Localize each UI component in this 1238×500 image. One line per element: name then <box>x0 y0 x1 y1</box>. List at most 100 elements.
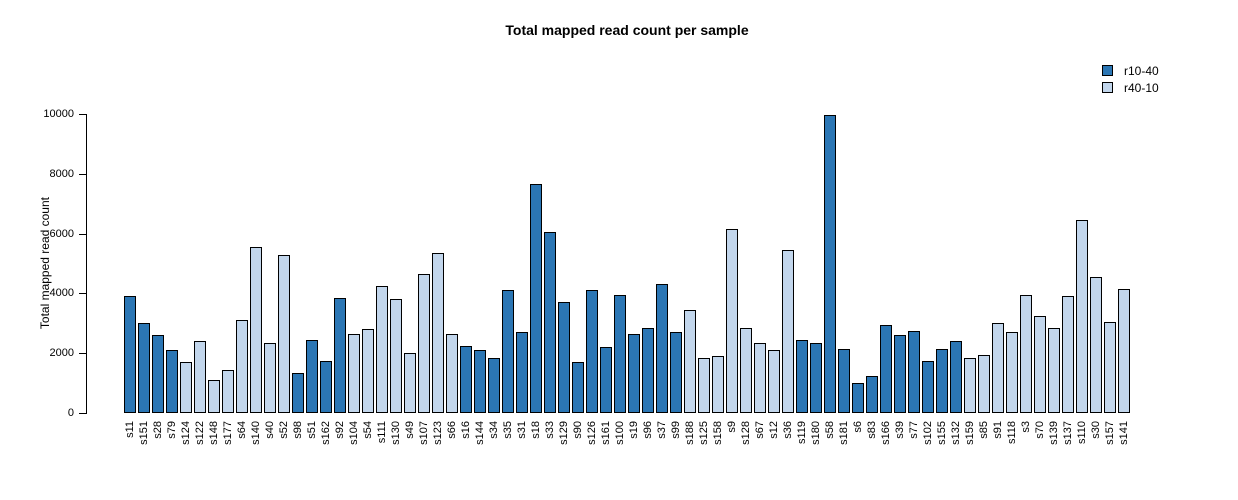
bar-slot <box>585 290 599 413</box>
bar-slot <box>1075 220 1089 413</box>
bar-s51 <box>306 340 318 413</box>
bar-slot <box>445 334 459 413</box>
bar-slot <box>277 255 291 413</box>
bar-s67 <box>754 343 766 413</box>
bar-slot <box>1061 296 1075 413</box>
x-label-s58: s58 <box>824 421 836 439</box>
legend-item-r10-40: r10-40 <box>1102 62 1159 79</box>
bar-slot <box>739 328 753 413</box>
x-label-s144: s144 <box>474 421 486 445</box>
bar-s36 <box>782 250 794 413</box>
x-label-s16: s16 <box>460 421 472 439</box>
bar-slot <box>123 296 137 413</box>
x-label-s140: s140 <box>250 421 262 445</box>
x-label-s177: s177 <box>222 421 234 445</box>
bar-s91 <box>992 323 1004 413</box>
y-axis-line <box>86 114 87 414</box>
bar-slot <box>697 358 711 413</box>
x-label-s51: s51 <box>306 421 318 439</box>
x-label-s107: s107 <box>418 421 430 445</box>
bar-s30 <box>1090 277 1102 413</box>
x-label-s6: s6 <box>852 421 864 433</box>
x-label-s39: s39 <box>894 421 906 439</box>
x-label-s49: s49 <box>404 421 416 439</box>
bar-s122 <box>194 341 206 413</box>
bar-s177 <box>222 370 234 413</box>
bar-s98 <box>292 373 304 413</box>
bar-slot <box>151 335 165 413</box>
bar-s111 <box>376 286 388 413</box>
bar-s54 <box>362 329 374 413</box>
bar-slot <box>515 332 529 413</box>
bar-s140 <box>250 247 262 413</box>
x-label-s18: s18 <box>530 421 542 439</box>
bar-slot <box>165 350 179 413</box>
x-label-s40: s40 <box>264 421 276 439</box>
bar-slot <box>291 373 305 413</box>
bar-s125 <box>698 358 710 413</box>
bar-s52 <box>278 255 290 413</box>
bar-s33 <box>544 232 556 413</box>
y-axis-title: Total mapped read count <box>38 197 52 330</box>
x-label-s130: s130 <box>390 421 402 445</box>
x-label-s30: s30 <box>1090 421 1102 439</box>
y-tick-label: 10000 <box>43 108 74 120</box>
bar-slot <box>683 310 697 413</box>
bar-slot <box>221 370 235 413</box>
bar-slot <box>1019 295 1033 413</box>
bar-slot <box>417 274 431 413</box>
bar-slot <box>935 349 949 413</box>
x-label-s124: s124 <box>180 421 192 445</box>
bar-slot <box>907 331 921 413</box>
x-label-s96: s96 <box>642 421 654 439</box>
bar-slot <box>193 341 207 413</box>
bar-slot <box>865 376 879 413</box>
bar-s92 <box>334 298 346 413</box>
x-label-s3: s3 <box>1020 421 1032 433</box>
x-label-s90: s90 <box>572 421 584 439</box>
x-label-s122: s122 <box>194 421 206 445</box>
bar-s124 <box>180 362 192 413</box>
bar-slot <box>893 335 907 413</box>
x-label-s19: s19 <box>628 421 640 439</box>
y-tick <box>79 293 87 294</box>
bar-slot <box>1047 328 1061 413</box>
plot-area <box>123 114 1131 413</box>
bar-s100 <box>614 295 626 413</box>
bar-s16 <box>460 346 472 413</box>
bar-s83 <box>866 376 878 413</box>
x-label-s33: s33 <box>544 421 556 439</box>
bar-slot <box>991 323 1005 413</box>
bar-s77 <box>908 331 920 413</box>
bar-s180 <box>810 343 822 413</box>
bar-s144 <box>474 350 486 413</box>
x-axis-labels: s11 s151 s28 s79 s124 s122 s148 s177 s64 s140 s40 s… <box>123 421 1131 471</box>
bar-s11 <box>124 296 136 413</box>
bar-slot <box>529 184 543 413</box>
bar-slot <box>1117 289 1131 413</box>
x-label-s166: s166 <box>880 421 892 445</box>
y-tick <box>79 114 87 115</box>
bar-s19 <box>628 334 640 413</box>
bar-slot <box>977 355 991 413</box>
x-label-s102: s102 <box>922 421 934 445</box>
bar-slot <box>669 332 683 413</box>
bar-slot <box>459 346 473 413</box>
bar-s3 <box>1020 295 1032 413</box>
x-label-s158: s158 <box>712 421 724 445</box>
bar-s188 <box>684 310 696 413</box>
bar-s85 <box>978 355 990 413</box>
bar-s6 <box>852 383 864 413</box>
bar-s58 <box>824 115 836 413</box>
bar-s79 <box>166 350 178 413</box>
bar-slot <box>781 250 795 413</box>
x-label-s36: s36 <box>782 421 794 439</box>
x-label-s128: s128 <box>740 421 752 445</box>
bar-slot <box>235 320 249 413</box>
bar-s157 <box>1104 322 1116 413</box>
bar-slot <box>767 350 781 413</box>
bar-slot <box>795 340 809 413</box>
bar-slot <box>1089 277 1103 413</box>
bar-s34 <box>488 358 500 413</box>
